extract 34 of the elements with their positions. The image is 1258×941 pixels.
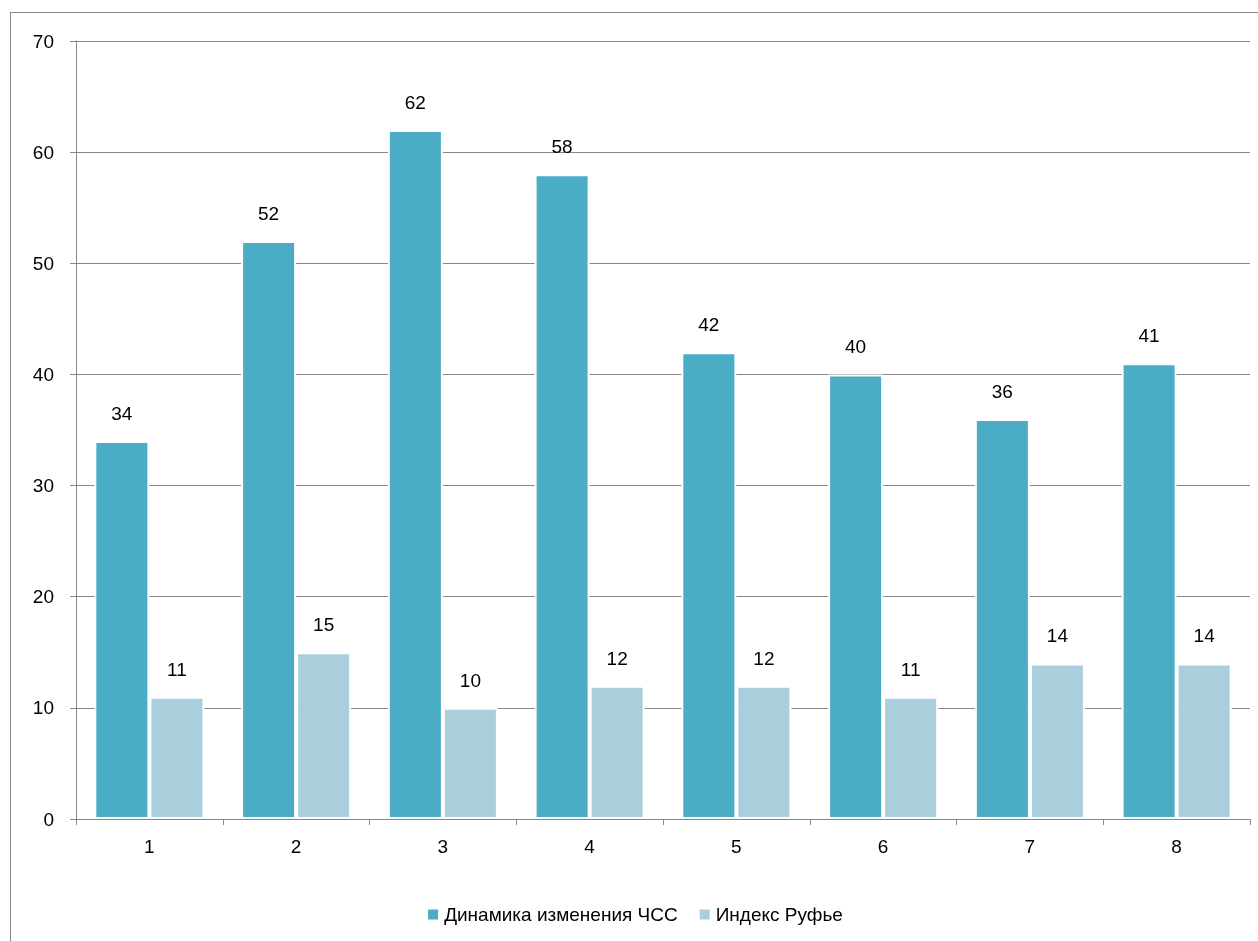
x-tick-label: 5: [731, 836, 742, 857]
data-label: 41: [1138, 325, 1160, 347]
x-tick-label: 7: [1024, 836, 1036, 857]
y-tick-label: 70: [32, 30, 54, 52]
data-label: 14: [1193, 625, 1216, 647]
x-tick-label: 3: [437, 836, 449, 857]
y-tick-label: 20: [32, 586, 54, 608]
data-label: 12: [753, 647, 775, 669]
x-tick-label: 6: [877, 836, 889, 857]
x-tick-label: 2: [290, 836, 302, 857]
x-tick-label: 8: [1171, 836, 1182, 857]
data-label: 42: [698, 314, 720, 336]
y-tick-label: 30: [32, 475, 54, 497]
data-label: 36: [991, 380, 1013, 402]
data-label: 11: [900, 658, 921, 680]
data-label: 11: [167, 658, 187, 680]
data-label: 52: [258, 203, 280, 225]
y-tick-label: 50: [32, 252, 54, 274]
y-tick-label: 60: [32, 141, 54, 163]
data-label: 58: [551, 136, 573, 158]
data-label: 40: [845, 336, 867, 358]
data-label: 10: [459, 669, 481, 691]
data-label: 14: [1046, 625, 1069, 647]
data-label: 62: [404, 91, 426, 113]
data-label: 15: [313, 614, 335, 636]
x-tick-label: 1: [144, 836, 155, 857]
legend-label: Динамика изменения ЧСС: [444, 904, 678, 925]
legend-label: Индекс Руфье: [715, 904, 843, 925]
y-tick-label: 40: [32, 363, 54, 385]
data-label: 12: [606, 647, 628, 669]
y-tick-label: 10: [32, 697, 54, 719]
x-tick-label: 4: [584, 836, 596, 857]
data-label: 34: [111, 403, 133, 425]
y-tick-label: 0: [43, 808, 54, 830]
